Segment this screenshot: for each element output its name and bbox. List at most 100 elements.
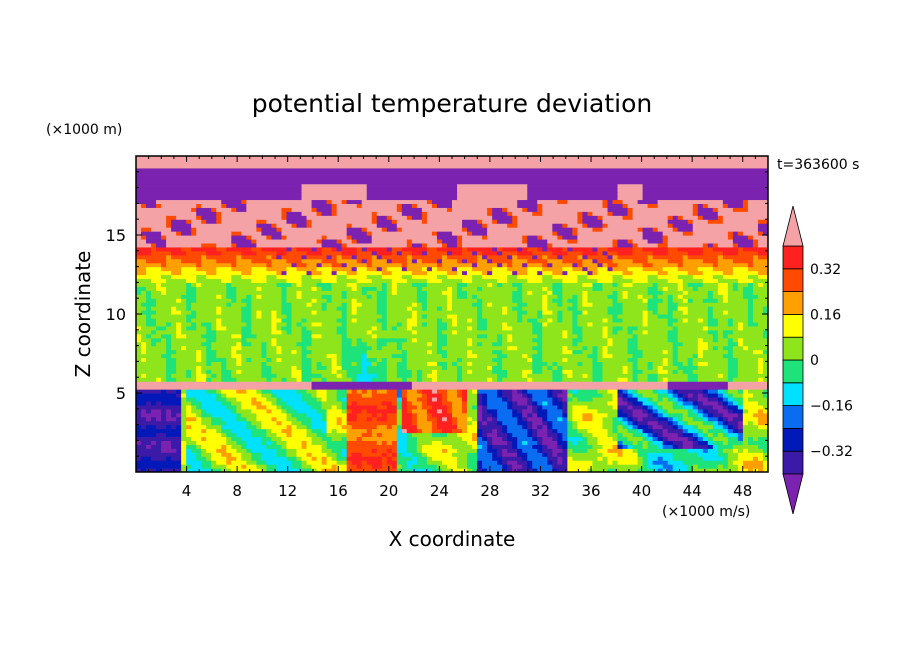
contour-cell: [637, 242, 659, 248]
contour-cell: [206, 369, 212, 374]
contour-cell: [712, 440, 724, 445]
contour-cell: [692, 393, 699, 398]
contour-cell: [547, 389, 553, 394]
contour-cell: [602, 369, 624, 374]
contour-cell: [522, 456, 528, 461]
contour-cell: [141, 203, 147, 208]
contour-cell: [436, 396, 443, 402]
contour-cell: [612, 325, 624, 331]
contour-cell: [321, 456, 328, 461]
contour-cell: [386, 357, 403, 362]
contour-cell: [742, 294, 759, 299]
contour-cell: [281, 357, 303, 362]
contour-cell: [762, 365, 768, 370]
contour-cell: [311, 329, 338, 335]
contour-cell: [762, 361, 768, 366]
contour-cell: [702, 456, 724, 461]
contour-cell: [627, 420, 634, 426]
contour-cell: [191, 448, 202, 453]
contour-cell: [196, 325, 207, 331]
contour-cell: [411, 306, 423, 311]
contour-cell: [341, 353, 363, 359]
contour-cell: [642, 262, 654, 268]
contour-cell: [346, 393, 363, 398]
contour-cell: [246, 294, 252, 299]
contour-cell: [592, 211, 609, 216]
contour-cell: [587, 448, 599, 453]
contour-cell: [351, 452, 363, 457]
contour-cell: [527, 464, 533, 469]
contour-cell: [281, 306, 293, 311]
contour-cell: [747, 298, 754, 303]
contour-cell: [617, 428, 629, 434]
contour-cell: [602, 286, 649, 291]
contour-cell: [562, 298, 568, 303]
contour-cell: [361, 227, 368, 232]
contour-cell: [632, 373, 639, 378]
contour-cell: [572, 337, 584, 343]
contour-cell: [326, 396, 338, 402]
contour-cell: [552, 274, 578, 280]
contour-cell: [632, 400, 644, 406]
contour-cell: [702, 432, 709, 438]
contour-cell: [421, 215, 428, 220]
contour-cell: [171, 223, 192, 228]
contour-cell: [482, 223, 488, 228]
contour-cell: [452, 302, 473, 307]
contour-cell: [637, 325, 674, 331]
contour-cell: [477, 452, 493, 457]
contour-cell: [562, 444, 568, 449]
contour-cell: [146, 468, 157, 472]
contour-cell: [697, 207, 714, 212]
contour-cell: [732, 349, 754, 355]
contour-cell: [346, 389, 353, 394]
contour-cell: [376, 325, 383, 331]
contour-cell: [602, 223, 609, 228]
contour-cell: [351, 298, 358, 303]
contour-cell: [602, 325, 609, 331]
contour-cell: [316, 456, 323, 461]
contour-cell: [497, 282, 503, 287]
contour-cell: [351, 408, 363, 414]
contour-cell: [527, 207, 538, 212]
contour-cell: [181, 345, 187, 351]
contour-cell: [452, 428, 463, 434]
contour-cell: [507, 321, 533, 327]
contour-cell: [306, 250, 323, 256]
contour-cell: [446, 306, 453, 311]
contour-cell: [687, 464, 694, 469]
contour-cell: [757, 436, 768, 441]
contour-cell: [757, 456, 764, 461]
contour-cell: [341, 448, 348, 453]
contour-cell: [221, 365, 227, 370]
contour-cell: [336, 246, 343, 252]
contour-cell: [457, 270, 463, 276]
contour-cell: [702, 412, 709, 418]
contour-cell: [707, 440, 714, 445]
contour-cell: [642, 317, 649, 323]
contour-cell: [647, 310, 654, 315]
contour-cell: [336, 306, 348, 311]
contour-cell: [692, 432, 699, 438]
contour-cell: [477, 258, 488, 264]
contour-cell: [291, 302, 308, 307]
contour-cell: [196, 231, 232, 236]
contour-cell: [351, 266, 358, 272]
contour-cell: [286, 246, 293, 252]
contour-cell: [697, 211, 719, 216]
contour-cell: [567, 329, 573, 335]
contour-cell: [647, 444, 659, 449]
contour-cell: [446, 298, 453, 303]
contour-cell: [261, 231, 283, 236]
contour-cell: [321, 235, 328, 240]
contour-cell: [291, 321, 298, 327]
contour-cell: [457, 420, 468, 426]
contour-cell: [602, 262, 609, 268]
contour-cell: [562, 254, 578, 260]
contour-cell: [722, 373, 729, 378]
contour-cell: [712, 242, 719, 248]
contour-cell: [452, 416, 458, 422]
contour-cell: [752, 436, 759, 441]
contour-cell: [191, 231, 197, 236]
contour-cell: [236, 207, 247, 212]
